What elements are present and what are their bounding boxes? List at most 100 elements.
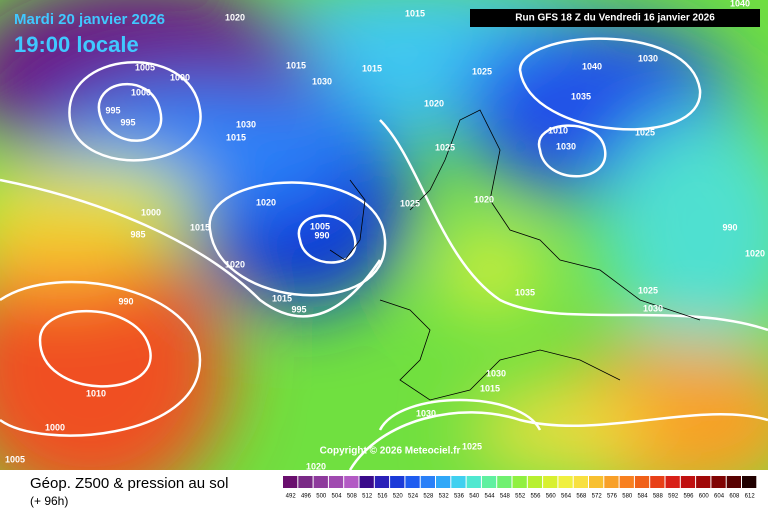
- colorbar-swatch: [328, 476, 344, 488]
- colorbar-label: 604: [714, 494, 725, 500]
- colorbar-label: 584: [638, 494, 649, 500]
- isobar-label: 1030: [638, 53, 658, 63]
- colorbar-swatch: [344, 476, 359, 488]
- colorbar-swatch: [634, 476, 650, 488]
- colorbar-swatch: [711, 476, 726, 488]
- isobar-label: 1020: [745, 248, 765, 258]
- colorbar-swatch: [589, 476, 604, 488]
- isobar-label: 1020: [225, 259, 245, 269]
- isobar-label: 995: [120, 117, 135, 127]
- isobar-label: 1005: [5, 454, 25, 464]
- colorbar-swatch: [726, 476, 741, 488]
- isobar-label: 1005: [310, 221, 330, 231]
- colorbar-swatch: [481, 476, 497, 488]
- colorbar-label: 560: [546, 494, 557, 500]
- colorbar-swatch: [405, 476, 420, 488]
- isobar-label: 1030: [312, 76, 332, 86]
- colorbar-label: 528: [423, 494, 434, 500]
- colorbar-label: 520: [393, 494, 404, 500]
- colorbar-label: 600: [699, 494, 710, 500]
- colorbar-label: 544: [485, 494, 496, 500]
- colorbar-swatch: [558, 476, 573, 488]
- isobar-label: 1025: [472, 66, 492, 76]
- isobar-label: 1015: [480, 383, 500, 393]
- colorbar-swatch: [497, 476, 512, 488]
- footer-title: Géop. Z500 & pression au sol: [30, 475, 228, 492]
- isobar-label: 1010: [548, 125, 568, 135]
- colorbar-label: 492: [286, 494, 297, 500]
- colorbar-swatch: [420, 476, 435, 488]
- colorbar: 492 496 500 504 508 512 516 520 524 528 532 536 540 5…: [283, 476, 757, 500]
- colorbar-label: 500: [316, 494, 327, 500]
- colorbar-label: 508: [347, 494, 358, 500]
- colorbar-label: 576: [607, 494, 618, 500]
- isobar-label: 1000: [131, 87, 151, 97]
- isobar-label: 1020: [474, 194, 494, 204]
- run-box: [470, 9, 760, 27]
- colorbar-swatch: [390, 476, 405, 488]
- footer-lead: (+ 96h): [30, 494, 68, 508]
- time: 19:00 locale: [14, 32, 139, 57]
- isobar-label: 1035: [515, 287, 535, 297]
- isobar-label: 1000: [45, 422, 65, 432]
- isobar-label: 1040: [730, 0, 750, 8]
- colorbar-label: 524: [408, 494, 419, 500]
- isobar-label: 1025: [435, 142, 455, 152]
- isobar-label: 990: [722, 222, 737, 232]
- isobar-label: 1000: [170, 72, 190, 82]
- isobar-label: 1035: [571, 91, 591, 101]
- isobar-label: 1015: [362, 63, 382, 73]
- isobar-label: 1030: [643, 303, 663, 313]
- isobar-label: 1020: [225, 12, 245, 22]
- colorbar-label: 580: [622, 494, 633, 500]
- colorbar-swatch: [298, 476, 313, 488]
- isobar-label: 1030: [486, 368, 506, 378]
- colorbar-label: 564: [561, 494, 572, 500]
- isobar-label: 1020: [256, 197, 276, 207]
- isobar-label: 1015: [272, 293, 292, 303]
- isobar-label: 995: [291, 304, 306, 314]
- colorbar-swatch: [604, 476, 619, 488]
- colorbar-swatch: [696, 476, 711, 488]
- colorbar-label: 504: [332, 494, 343, 500]
- isobar-label: 1015: [190, 222, 210, 232]
- isobar-label: 1040: [582, 61, 602, 71]
- isobar-label: 1030: [556, 141, 576, 151]
- isobar-label: 1005: [135, 62, 155, 72]
- isobar-label: 995: [105, 105, 120, 115]
- isobar-label: 1025: [462, 441, 482, 451]
- colorbar-label: 536: [454, 494, 465, 500]
- colorbar-label: 556: [530, 494, 541, 500]
- colorbar-swatch: [680, 476, 696, 488]
- colorbar-label: 612: [745, 494, 756, 500]
- colorbar-label: 532: [439, 494, 450, 500]
- colorbar-swatch: [742, 476, 757, 488]
- colorbar-swatch: [543, 476, 558, 488]
- isobar-label: 1015: [286, 60, 306, 70]
- colorbar-swatch: [451, 476, 466, 488]
- colorbar-swatch: [436, 476, 451, 488]
- isobar-label: 1020: [306, 461, 326, 471]
- colorbar-label: 516: [377, 494, 388, 500]
- colorbar-swatch: [650, 476, 665, 488]
- colorbar-swatch: [313, 476, 328, 488]
- run: Run GFS 18 Z du Vendredi 16 janvier 2026: [515, 13, 715, 24]
- isobar-label: 1000: [141, 207, 161, 217]
- isobar-label: 990: [118, 296, 133, 306]
- colorbar-label: 496: [301, 494, 312, 500]
- colorbar-label: 592: [668, 494, 679, 500]
- colorbar-swatch: [573, 476, 588, 488]
- date: Mardi 20 janvier 2026: [14, 11, 165, 28]
- colorbar-swatch: [665, 476, 680, 488]
- colorbar-swatch: [512, 476, 527, 488]
- isobar-label: 985: [130, 229, 145, 239]
- isobar-label: 1020: [424, 98, 444, 108]
- isobar-label: 1010: [86, 388, 106, 398]
- copyright: Copyright © 2026 Meteociel.fr: [320, 446, 461, 457]
- colorbar-label: 512: [362, 494, 373, 500]
- colorbar-label: 596: [683, 494, 694, 500]
- colorbar-label: 540: [469, 494, 480, 500]
- colorbar-label: 608: [729, 494, 740, 500]
- colorbar-label: 552: [515, 494, 526, 500]
